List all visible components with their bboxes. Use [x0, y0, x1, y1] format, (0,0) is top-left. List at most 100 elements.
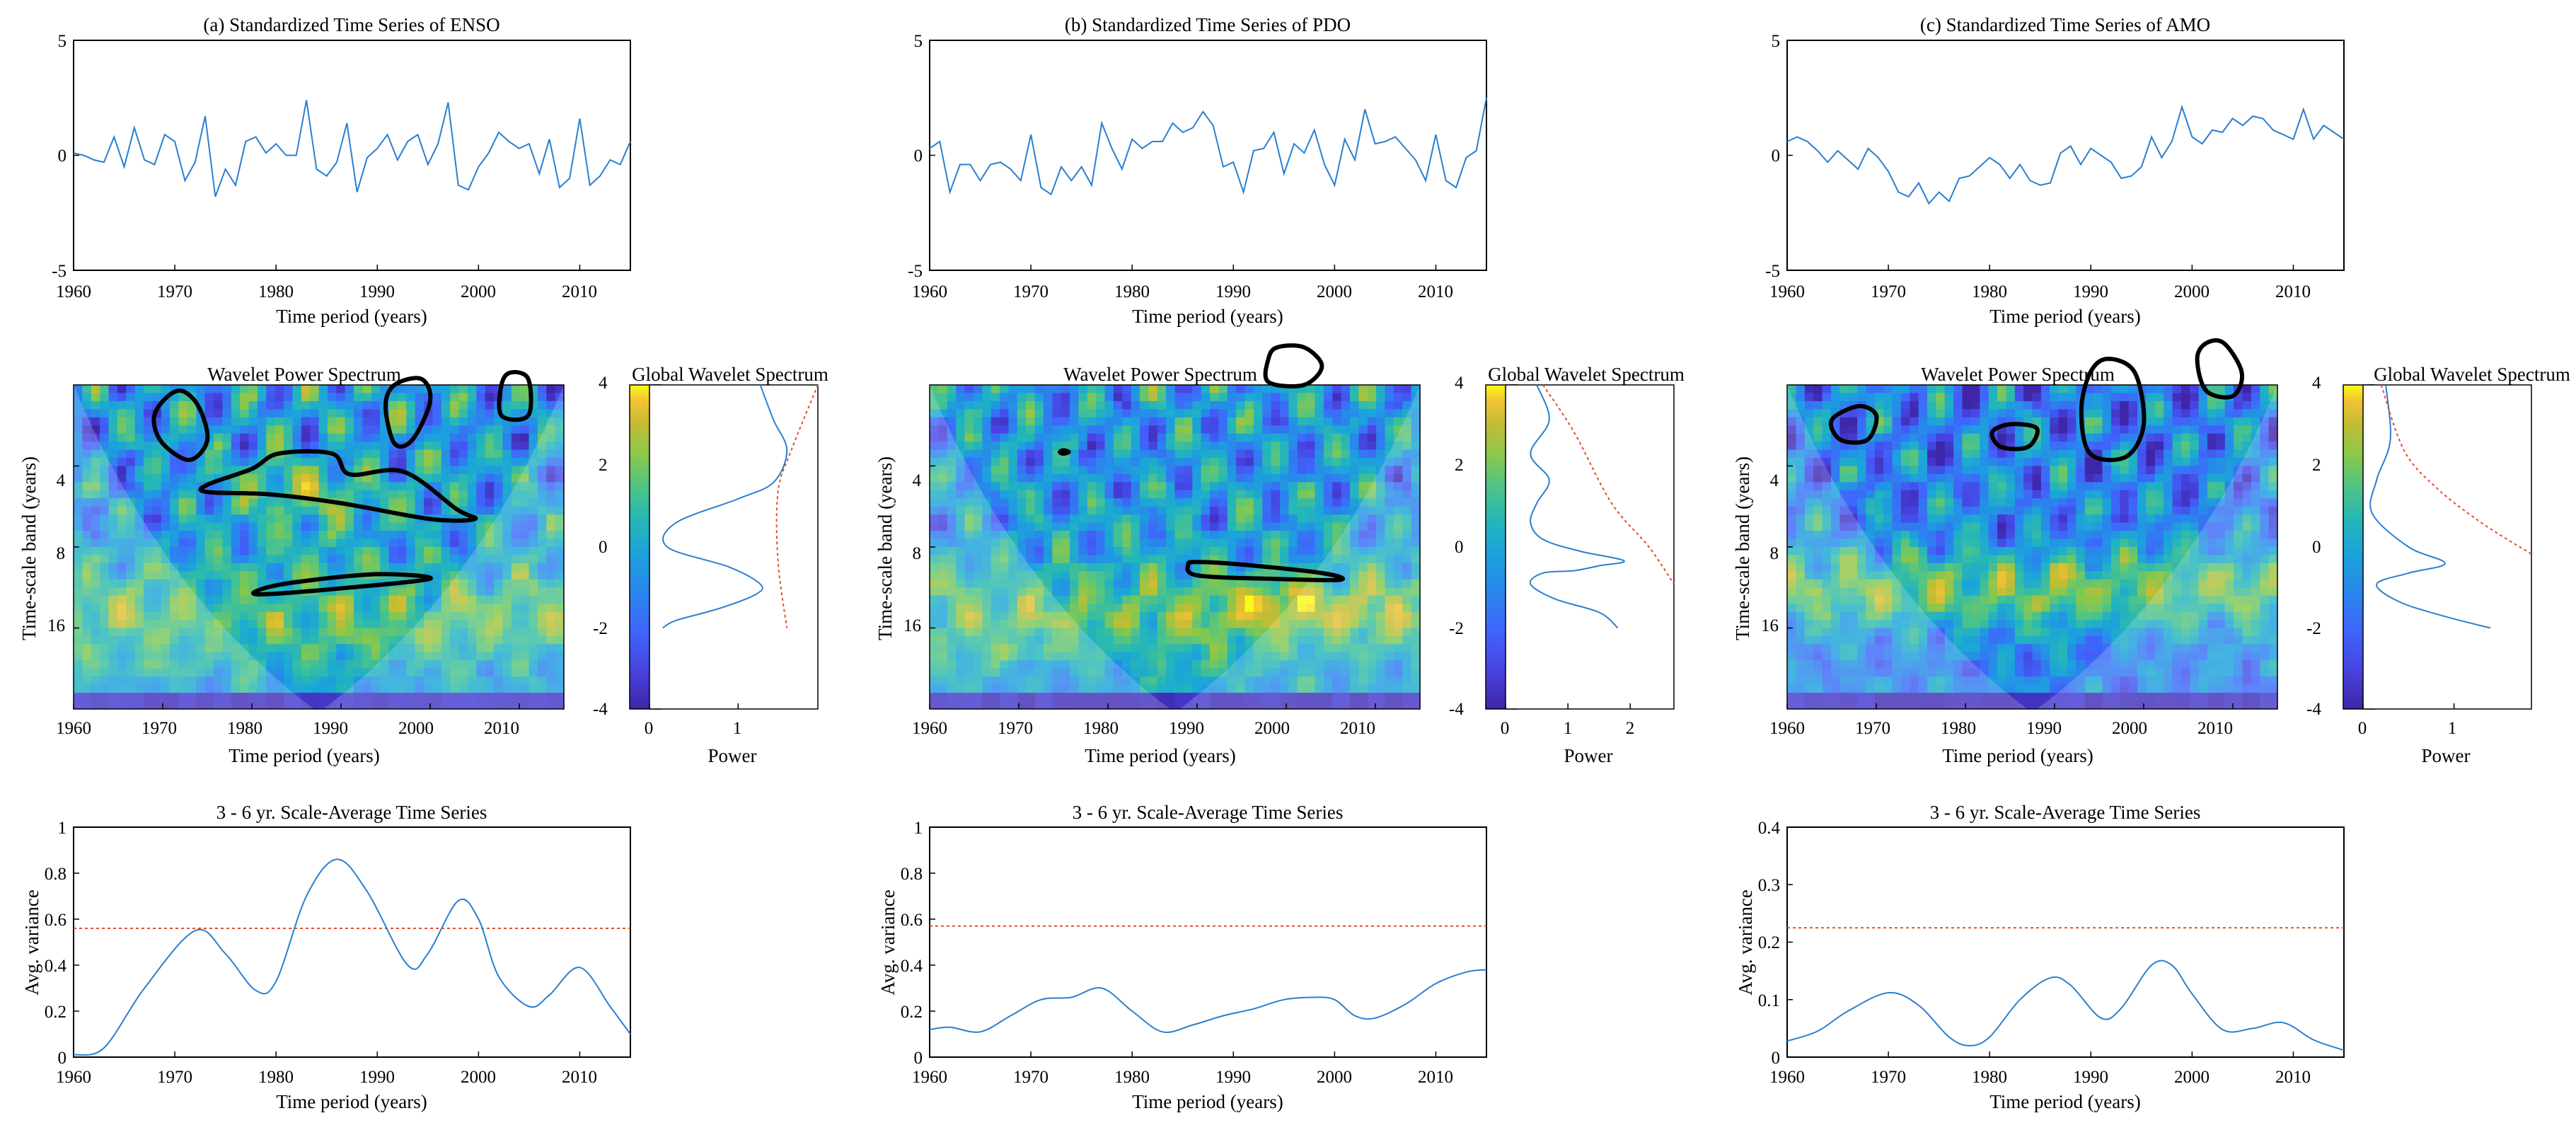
heatmap-cell: [1087, 442, 1097, 451]
heatmap-cell: [2006, 385, 2016, 393]
heatmap-cell: [2050, 385, 2060, 393]
x-tick-label: 1960: [1769, 1068, 1805, 1087]
heatmap-cell: [1227, 433, 1237, 442]
heatmap-cell: [432, 660, 442, 669]
heatmap-cell: [354, 555, 363, 564]
heatmap-cell: [222, 482, 232, 491]
heatmap-cell: [1131, 474, 1140, 483]
heatmap-cell: [117, 571, 127, 580]
heatmap-cell: [100, 676, 110, 686]
heatmap-cell: [1988, 400, 1998, 410]
heatmap-cell: [2190, 393, 2200, 402]
heatmap-cell: [990, 425, 1000, 434]
heatmap-cell: [2032, 393, 2042, 402]
heatmap-cell: [310, 466, 320, 475]
heatmap-cell: [432, 693, 442, 702]
heatmap-cell: [1341, 409, 1351, 418]
heatmap-cell: [930, 498, 939, 507]
heatmap-cell: [1236, 442, 1246, 451]
heatmap-cell: [91, 611, 100, 621]
heatmap-cell: [1227, 466, 1237, 475]
heatmap-cell: [947, 458, 957, 466]
heatmap-cell: [1034, 538, 1044, 548]
heatmap-cell: [1122, 458, 1132, 466]
heatmap-cell: [117, 636, 127, 645]
heatmap-cell: [240, 433, 250, 442]
heatmap-cell: [178, 442, 188, 451]
heatmap-cell: [956, 490, 966, 499]
heatmap-cell: [485, 442, 495, 451]
heatmap-cell: [1227, 522, 1237, 531]
heatmap-cell: [467, 506, 477, 515]
heatmap-cell: [1034, 442, 1044, 451]
heatmap-cell: [1280, 490, 1289, 499]
heatmap-cell: [450, 490, 460, 499]
heatmap-cell: [1017, 393, 1027, 402]
heatmap-cell: [432, 417, 442, 426]
heatmap-cell: [231, 693, 241, 702]
heatmap-cell: [74, 579, 83, 588]
heatmap-cell: [2242, 393, 2252, 402]
heatmap-cell: [1078, 425, 1088, 434]
x-tick-label: 1970: [157, 1068, 192, 1087]
heatmap-cell: [345, 676, 354, 686]
heatmap-cell: [990, 466, 1000, 475]
heatmap-cell: [1288, 442, 1298, 451]
heatmap-cell: [214, 587, 223, 596]
heatmap-cell: [1323, 522, 1333, 531]
heatmap-cell: [196, 498, 206, 507]
heatmap-cell: [415, 522, 424, 531]
heatmap-cell: [1148, 400, 1158, 410]
heatmap-cell: [345, 644, 354, 653]
heatmap-cell: [214, 595, 223, 604]
heatmap-cell: [1183, 547, 1193, 555]
heatmap-cell: [1201, 652, 1211, 661]
heatmap-cell: [284, 474, 293, 483]
heatmap-cell: [134, 587, 144, 596]
heatmap-cell: [222, 587, 232, 596]
heatmap-cell: [144, 628, 153, 637]
heatmap-cell: [1236, 514, 1246, 524]
heatmap-cell: [345, 417, 354, 426]
heatmap-cell: [144, 538, 153, 548]
heatmap-cell: [248, 393, 258, 402]
heatmap-cell: [1113, 611, 1123, 621]
heatmap-cell: [204, 660, 214, 669]
heatmap-cell: [1174, 547, 1184, 555]
heatmap-cell: [441, 449, 451, 459]
heatmap-cell: [1393, 385, 1403, 393]
heatmap-cell: [1323, 490, 1333, 499]
heatmap-cell: [1113, 466, 1123, 475]
heatmap-cell: [275, 652, 284, 661]
heatmap-cell: [1201, 668, 1211, 677]
heatmap-cell: [1026, 442, 1036, 451]
heatmap-cell: [546, 579, 556, 588]
heatmap-cell: [108, 482, 118, 491]
heatmap-cell: [1096, 409, 1106, 418]
heatmap-cell: [152, 547, 162, 555]
heatmap-cell: [134, 417, 144, 426]
heatmap-cell: [1332, 506, 1342, 515]
heatmap-cell: [336, 514, 346, 524]
heatmap-cell: [415, 693, 424, 702]
heatmap-cell: [397, 393, 407, 402]
heatmap-cell: [1070, 498, 1079, 507]
heatmap-cell: [345, 563, 354, 572]
heatmap-cell: [485, 482, 495, 491]
heatmap-cell: [310, 620, 320, 628]
heatmap-cell: [1122, 498, 1132, 507]
heatmap-cell: [1332, 466, 1342, 475]
heatmap-cell: [1052, 571, 1062, 580]
heatmap-cell: [1000, 433, 1009, 442]
heatmap-cell: [178, 579, 188, 588]
heatmap-cell: [310, 393, 320, 402]
heatmap-cell: [362, 538, 372, 548]
heatmap-cell: [537, 636, 547, 645]
heatmap-cell: [388, 628, 398, 637]
heatmap-cell: [1113, 385, 1123, 393]
heatmap-cell: [947, 466, 957, 475]
heatmap-cell: [1201, 538, 1211, 548]
heatmap-cell: [1104, 604, 1114, 613]
heatmap-cell: [930, 449, 939, 459]
heatmap-cell: [476, 668, 486, 677]
